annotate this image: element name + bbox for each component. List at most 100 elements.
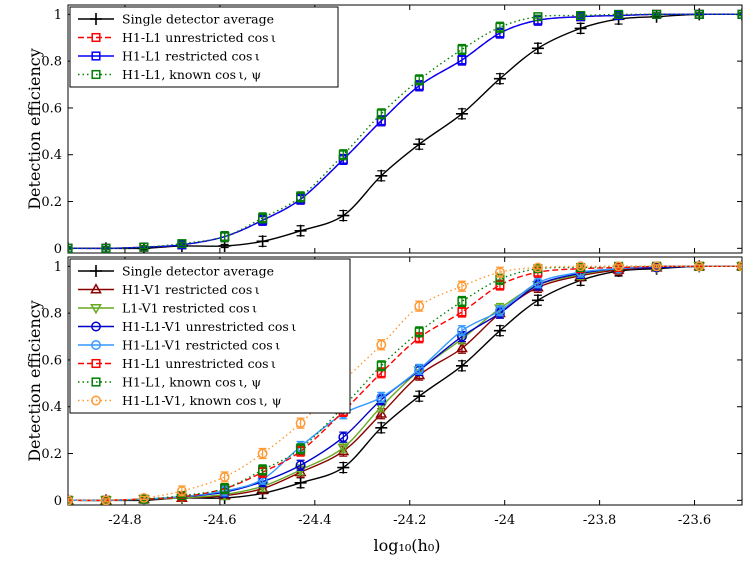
- bottom-panel: 0 0.2 0.4 0.6 0.8 1 -24.8 -24.6 -24.4 -24.2 -24 -23…: [25, 256, 743, 528]
- plot-series-group: [68, 260, 742, 505]
- data-point: [533, 12, 543, 22]
- data-point: [138, 493, 149, 503]
- data-point: [694, 261, 705, 272]
- data-point: [532, 262, 543, 273]
- y-tick-label: 0: [54, 242, 62, 257]
- data-point: [614, 9, 624, 19]
- y-tick-label: 0.6: [41, 353, 62, 368]
- legend-label: H1-L1, known cos ι, ψ: [122, 375, 261, 390]
- data-point: [258, 465, 268, 475]
- error-bar: [457, 280, 466, 292]
- legend-label: Single detector average: [122, 12, 274, 27]
- error-bar: [533, 14, 542, 19]
- data-point: [414, 75, 424, 85]
- legend-label: H1-L1-V1 unrestricted cos ι: [122, 319, 296, 334]
- error-bar: [296, 417, 305, 429]
- error-bar: [495, 266, 504, 278]
- data-point: [338, 150, 348, 160]
- data-point: [457, 296, 467, 307]
- legend-label: H1-L1 unrestricted cos ι: [122, 356, 276, 371]
- error-bar: [457, 325, 466, 337]
- data-point: [376, 392, 387, 403]
- data-point: [494, 267, 505, 278]
- data-point: [101, 495, 111, 505]
- legend-marker: [90, 303, 102, 315]
- data-point: [413, 390, 426, 403]
- y-axis-label: Detection efficiency: [25, 48, 44, 210]
- error-bar: [576, 13, 585, 18]
- legend-label: Single detector average: [122, 264, 274, 279]
- data-point: [413, 138, 426, 151]
- data-point: [493, 72, 506, 85]
- error-bar: [533, 265, 542, 270]
- legend-label: H1-V1 restricted cos ι: [122, 282, 260, 297]
- legend-label: L1-V1 restricted cos ι: [122, 301, 257, 316]
- data-point: [457, 281, 467, 292]
- data-point: [737, 9, 742, 19]
- y-tick-label: 0.2: [41, 447, 62, 462]
- data-point: [694, 9, 704, 19]
- x-tick-label: -23.6: [678, 513, 711, 528]
- data-point: [296, 192, 306, 202]
- data-point: [376, 109, 386, 119]
- data-point: [337, 461, 350, 474]
- error-bar: [296, 459, 305, 471]
- data-point: [101, 243, 111, 253]
- error-bar: [614, 12, 623, 17]
- data-point: [338, 432, 349, 443]
- data-point: [532, 277, 543, 288]
- error-bar: [576, 264, 585, 269]
- x-tick-label: -24.8: [108, 513, 141, 528]
- data-point: [176, 486, 187, 496]
- plot-series-group: [68, 8, 742, 253]
- legend-marker: [91, 32, 101, 43]
- data-point: [68, 495, 73, 505]
- error-bar: [738, 264, 742, 269]
- error-bar: [101, 498, 110, 503]
- data-point: [337, 443, 350, 454]
- data-point: [139, 242, 149, 252]
- legend-marker: [91, 321, 101, 332]
- y-tick-label: 0.8: [41, 55, 62, 70]
- y-tick-label: 0.4: [41, 148, 62, 163]
- error-bar: [415, 300, 424, 312]
- error-bar: [339, 431, 348, 443]
- top-panel: 0 0.2 0.4 0.6 0.8 1 Detection efficiency Single…: [25, 4, 743, 257]
- data-point: [455, 359, 468, 372]
- error-bar: [415, 363, 424, 375]
- data-point: [651, 261, 662, 272]
- y-tick-label: 0: [54, 494, 62, 509]
- error-bar: [377, 339, 386, 351]
- legend-marker: [90, 13, 102, 25]
- data-point: [294, 224, 307, 237]
- legend-label: H1-L1-V1, known cos ι, ψ: [122, 393, 282, 408]
- x-axis-label: log₁₀(h₀): [373, 536, 440, 555]
- data-point: [294, 476, 307, 489]
- data-point: [613, 261, 624, 272]
- legend-marker: [90, 265, 102, 277]
- error-bar: [220, 471, 229, 483]
- error-bar: [139, 495, 148, 501]
- x-tick-label: -23.8: [583, 513, 616, 528]
- error-bar: [139, 245, 148, 250]
- y-tick-label: 0.8: [41, 307, 62, 322]
- data-point: [494, 305, 505, 316]
- legend-marker: [91, 358, 101, 369]
- data-point: [257, 448, 268, 459]
- data-point: [375, 169, 388, 182]
- data-point: [531, 294, 544, 307]
- data-point: [337, 209, 350, 222]
- data-point: [455, 107, 468, 120]
- y-tick-label: 0.2: [41, 195, 62, 210]
- data-point: [414, 327, 424, 337]
- data-point: [177, 239, 187, 249]
- error-bar: [258, 447, 267, 460]
- data-point: [337, 444, 350, 456]
- y-tick-label: 0.4: [41, 400, 62, 415]
- x-tick-label: -24.2: [393, 513, 426, 528]
- error-bar: [101, 246, 110, 251]
- error-bar: [652, 12, 661, 17]
- data-point: [457, 55, 467, 65]
- error-bar: [614, 264, 623, 269]
